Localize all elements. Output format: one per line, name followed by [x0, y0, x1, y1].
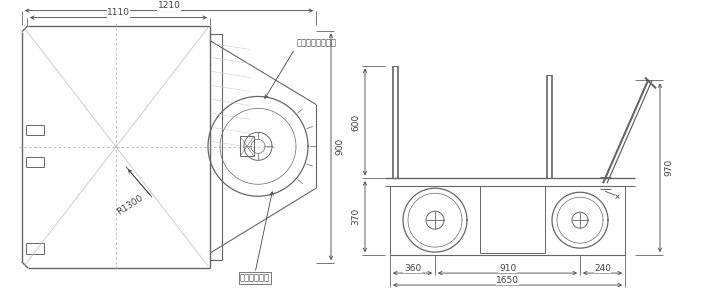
Text: 600: 600: [351, 113, 361, 130]
Text: 970: 970: [665, 159, 674, 176]
Text: 240: 240: [594, 264, 611, 273]
Text: キースイッチ: キースイッチ: [240, 274, 270, 283]
Text: 910: 910: [499, 264, 516, 273]
Text: 1210: 1210: [158, 1, 180, 10]
Text: 900: 900: [336, 138, 344, 155]
Text: R1300: R1300: [115, 194, 145, 217]
Text: 360: 360: [404, 264, 421, 273]
Text: 1110: 1110: [107, 8, 130, 17]
Text: 370: 370: [351, 208, 361, 225]
Text: 電源遮断スイッチ: 電源遮断スイッチ: [297, 38, 337, 47]
Text: 1650: 1650: [496, 275, 519, 284]
